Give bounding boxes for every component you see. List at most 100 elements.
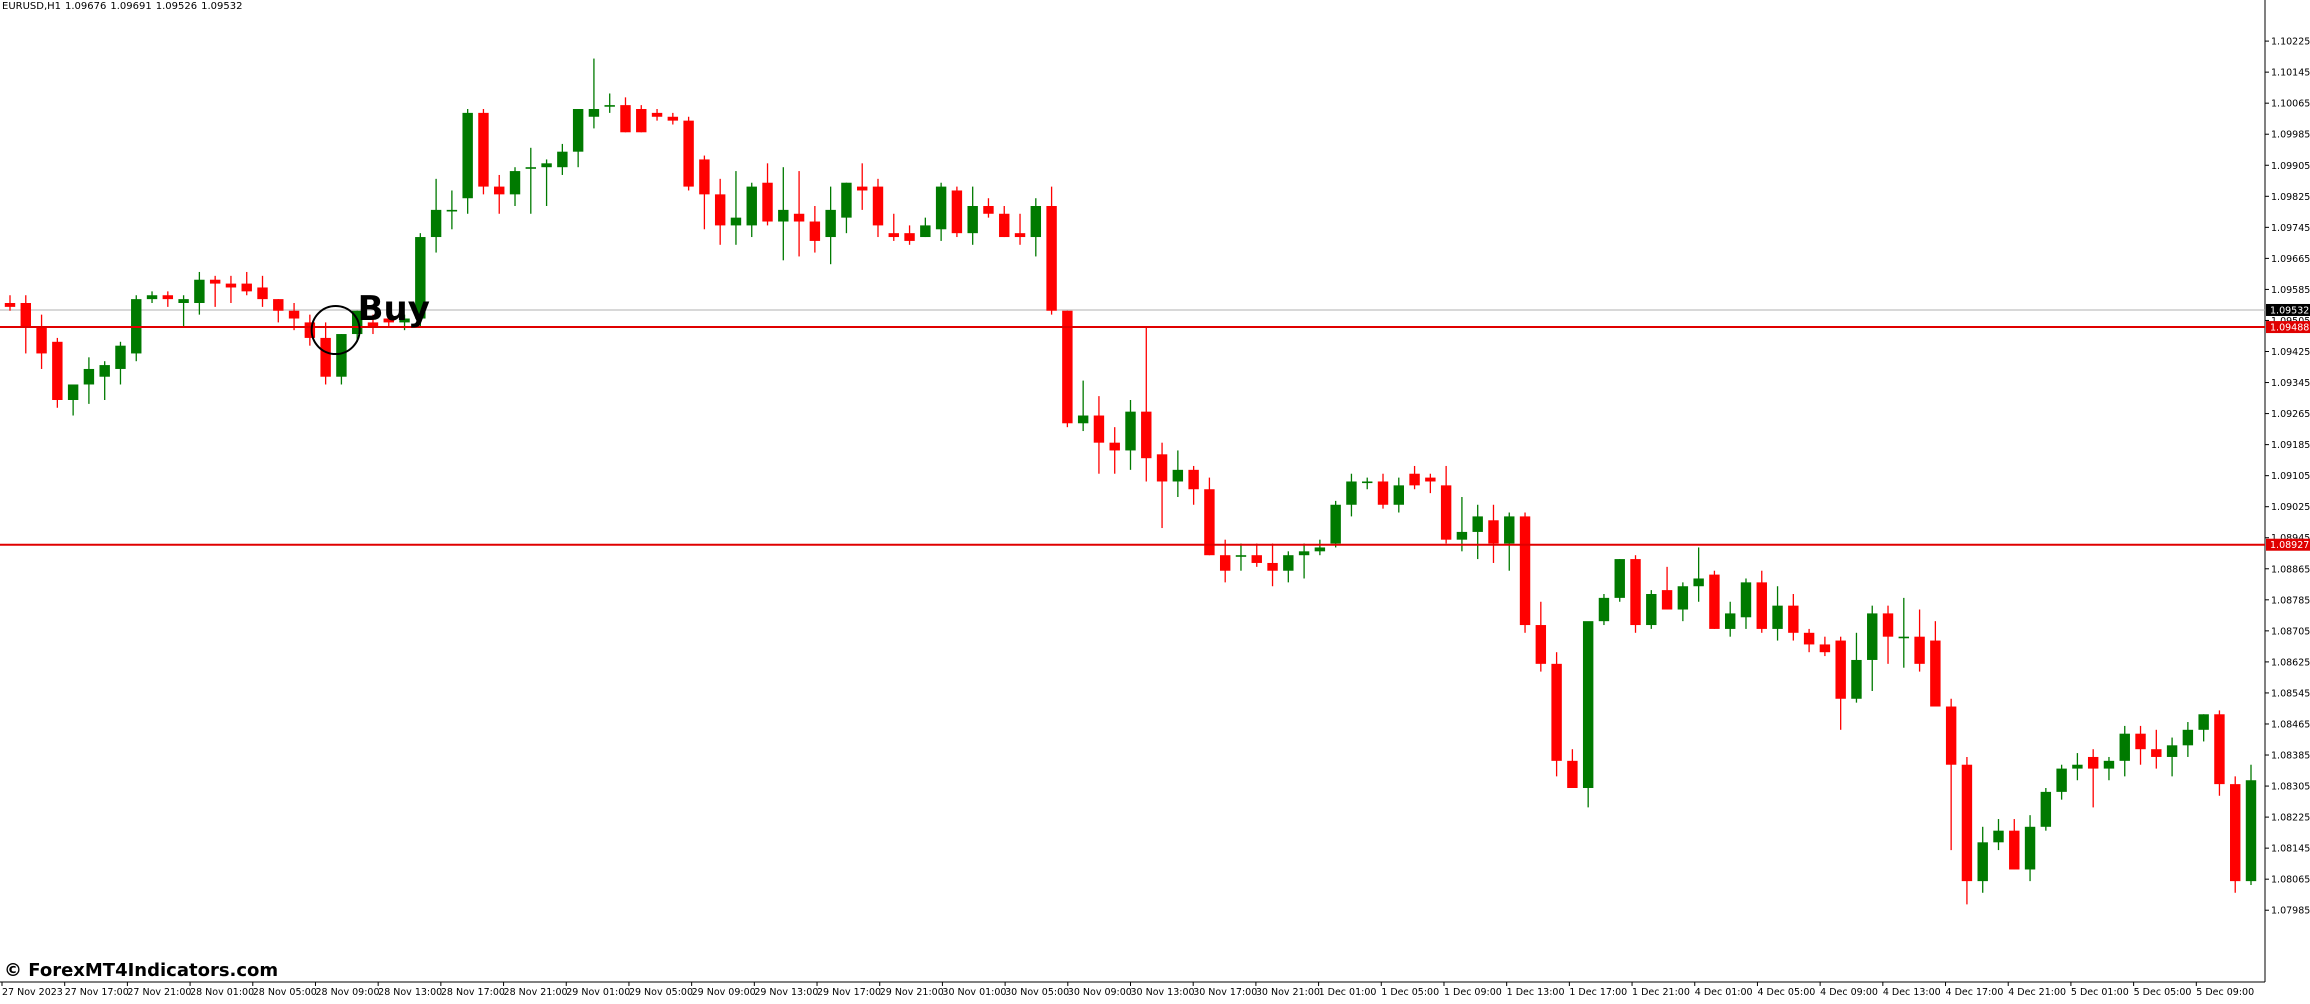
time-tick-label: 30 Nov 13:00 [1131, 987, 1195, 998]
time-tick-label: 30 Nov 09:00 [1068, 987, 1132, 998]
price-tick-label: 1.08625 [2271, 657, 2310, 668]
candle-body [714, 194, 726, 226]
candle-body [841, 182, 852, 218]
candle-body [1109, 442, 1120, 451]
candle-body [2040, 791, 2052, 827]
time-tick-label: 4 Dec 17:00 [1946, 987, 2004, 998]
candle-body [651, 112, 663, 117]
candle-body [2024, 826, 2036, 870]
candle-body [304, 322, 316, 338]
open-value: 1.09676 [65, 1, 107, 12]
price-tick-label: 1.09905 [2271, 161, 2310, 172]
time-tick-label: 28 Nov 17:00 [441, 987, 505, 998]
candle-body [1141, 411, 1152, 459]
symbol-label: EURUSD,H1 [2, 1, 62, 12]
candle-body [999, 213, 1010, 238]
candle-body [1125, 411, 1136, 451]
candle-body [2214, 714, 2225, 785]
time-tick-label: 28 Nov 21:00 [504, 987, 568, 998]
candle-body [1283, 555, 1294, 571]
candle-body [2166, 745, 2178, 757]
candle-body [778, 209, 789, 222]
candle-body [1251, 555, 1262, 563]
candle-body [288, 310, 300, 319]
watermark: © ForexMT4Indicators.com [4, 960, 279, 981]
price-tick-label: 1.09105 [2271, 471, 2310, 482]
candle-body [1740, 582, 1752, 618]
time-tick-label: 29 Nov 09:00 [692, 987, 756, 998]
candle-body [178, 299, 189, 303]
candle-body [935, 186, 947, 230]
candle-body [793, 213, 805, 222]
time-tick-label: 1 Dec 13:00 [1507, 987, 1565, 998]
candle-body [1898, 636, 1910, 639]
candle-body [1614, 559, 1625, 598]
candle-body [399, 318, 410, 323]
candle-body [1788, 605, 1799, 633]
price-tag [2266, 538, 2310, 551]
time-tick-label: 1 Dec 09:00 [1444, 987, 1502, 998]
candle-body [1993, 830, 2004, 843]
candle-body [1204, 489, 1215, 556]
candle-body [1693, 578, 1704, 587]
price-tick-label: 1.09345 [2271, 378, 2310, 389]
candle-body [2119, 733, 2130, 761]
candle-body [36, 326, 47, 354]
price-tag-label: 1.09488 [2270, 323, 2309, 334]
candle-body [872, 186, 884, 226]
candle-body [1756, 582, 1767, 629]
time-tick-label: 4 Dec 21:00 [2008, 987, 2066, 998]
time-tick-label: 30 Nov 17:00 [1193, 987, 1257, 998]
price-tick-label: 1.08785 [2271, 595, 2310, 606]
candle-body [1235, 555, 1247, 557]
candle-body [2245, 780, 2257, 882]
candle-body [2087, 756, 2099, 769]
price-tick-label: 1.09265 [2271, 409, 2310, 420]
candle-body [730, 217, 742, 226]
candle-body [4, 303, 16, 307]
price-tick-label: 1.08065 [2271, 875, 2310, 886]
candle-body [2072, 764, 2083, 769]
candle-body [2009, 830, 2020, 870]
time-tick-label: 28 Nov 13:00 [378, 987, 442, 998]
price-tick-label: 1.09825 [2271, 192, 2310, 203]
price-tick-label: 1.08145 [2271, 844, 2310, 855]
candle-body [1362, 481, 1373, 484]
candle-body [1709, 574, 1720, 629]
high-value: 1.09691 [110, 1, 152, 12]
candle-body [494, 186, 505, 195]
candle-body [241, 283, 252, 292]
candle-body [1803, 632, 1815, 645]
candle-body [1661, 590, 1673, 610]
candle-body [52, 341, 63, 400]
time-tick-label: 5 Dec 01:00 [2071, 987, 2129, 998]
candle-body [1945, 706, 1957, 765]
candle-body [1219, 555, 1231, 571]
candle-body [1867, 613, 1878, 660]
price-tag [2266, 303, 2310, 316]
candle-body [1724, 613, 1736, 629]
candle-body [351, 310, 363, 335]
chart-header: EURUSD,H1 1.09676 1.09691 1.09526 1.09532 [2, 1, 246, 12]
candle-body [1330, 504, 1341, 544]
candle-body [1172, 469, 1184, 482]
time-tick-label: 27 Nov 17:00 [65, 987, 129, 998]
time-tick-label: 30 Nov 01:00 [942, 987, 1006, 998]
candle-body [209, 279, 221, 284]
candle-body [636, 109, 647, 133]
candle-body [2198, 714, 2209, 730]
candle-body [415, 237, 426, 319]
time-tick-label: 28 Nov 05:00 [253, 987, 317, 998]
time-tick-label: 5 Dec 05:00 [2134, 987, 2192, 998]
candle-body [920, 225, 931, 238]
time-tick-label: 5 Dec 09:00 [2196, 987, 2254, 998]
price-tick-label: 1.07985 [2271, 906, 2310, 917]
candle-body [2182, 729, 2194, 746]
candle-body [446, 209, 458, 212]
candle-body [462, 112, 473, 199]
price-tag-label: 1.09532 [2270, 305, 2309, 316]
candle-body [320, 337, 331, 377]
price-tick-label: 1.09185 [2271, 440, 2310, 451]
candle-body [1409, 473, 1420, 486]
